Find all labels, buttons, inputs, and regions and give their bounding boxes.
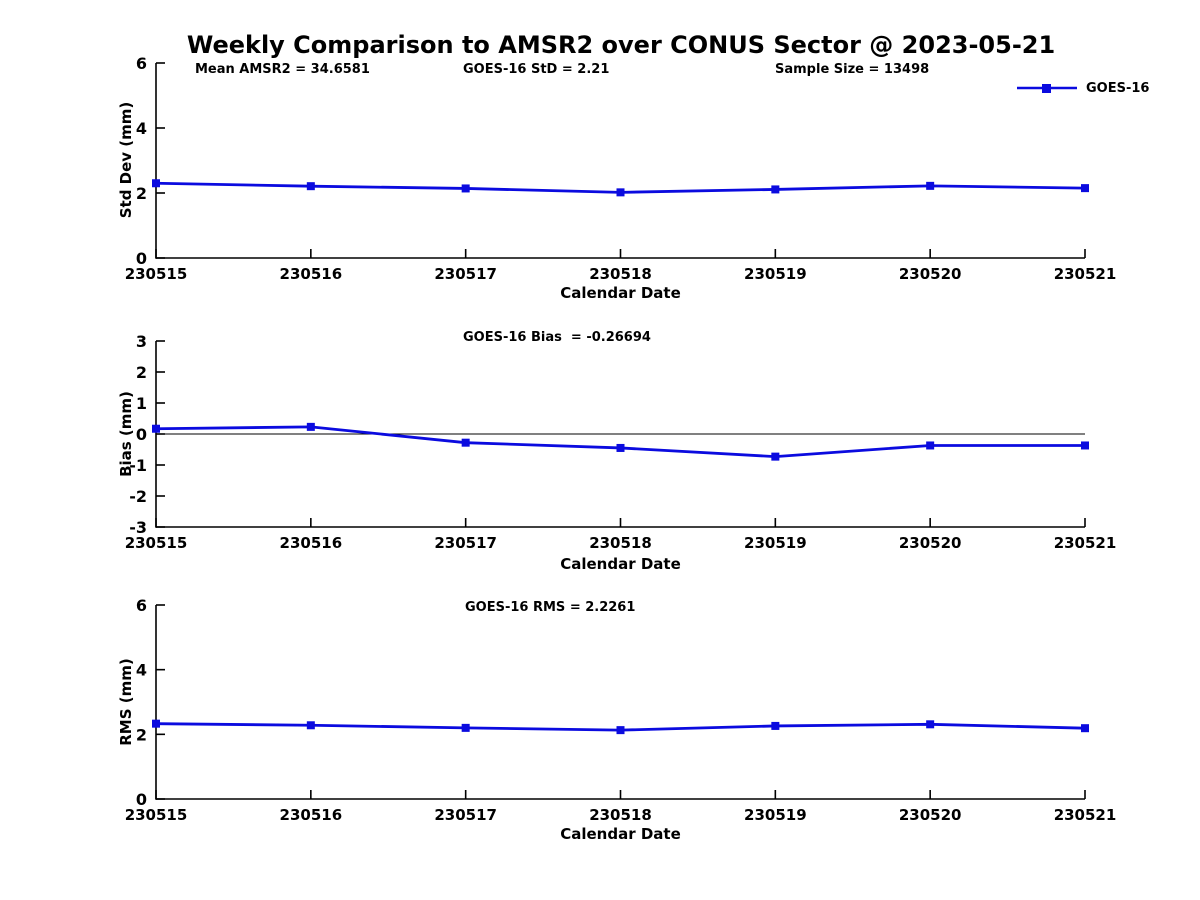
data-marker (926, 720, 935, 729)
data-marker (926, 181, 935, 190)
y-tick-label: 2 (136, 363, 147, 382)
y-tick-label: 4 (136, 661, 147, 680)
y-tick-label: -2 (129, 487, 147, 506)
data-marker (616, 443, 625, 452)
legend-label: GOES-16 (1086, 80, 1150, 96)
legend-line-marker-icon (1017, 84, 1077, 93)
x-tick-label: 230515 (125, 265, 188, 283)
y-tick-label: 0 (136, 790, 147, 809)
ylabel-bias: Bias (mm) (117, 391, 135, 477)
data-marker (616, 188, 625, 197)
xlabel-calendar-date-2: Calendar Date (560, 555, 681, 573)
y-tick-label: 2 (136, 725, 147, 744)
y-tick-label: 2 (136, 184, 147, 203)
x-tick-label: 230519 (744, 265, 807, 283)
data-marker (152, 179, 160, 188)
annotation-goes16-std: GOES-16 StD = 2.21 (463, 62, 610, 77)
x-tick-label: 230519 (744, 534, 807, 552)
data-marker (461, 723, 470, 732)
data-marker (306, 182, 315, 191)
figure-title: Weekly Comparison to AMSR2 over CONUS Se… (186, 31, 1056, 59)
x-tick-label: 230518 (589, 806, 652, 824)
x-tick-label: 230520 (899, 265, 962, 283)
x-tick-label: 230520 (899, 806, 962, 824)
data-marker (461, 438, 470, 447)
x-tick-label: 230518 (589, 534, 652, 552)
data-marker (926, 441, 935, 450)
y-tick-label: 6 (136, 596, 147, 615)
xlabel-calendar-date-3: Calendar Date (560, 825, 681, 843)
x-tick-label: 230515 (125, 534, 188, 552)
legend: GOES-16 (1016, 79, 1149, 97)
xlabel-calendar-date-1: Calendar Date (560, 284, 681, 302)
y-tick-label: 6 (136, 54, 147, 73)
data-marker (152, 424, 160, 433)
data-marker (306, 721, 315, 730)
annotation-goes16-bias: GOES-16 Bias = -0.26694 (463, 330, 651, 345)
data-marker (306, 422, 315, 431)
data-marker (461, 184, 470, 193)
x-tick-label: 230515 (125, 806, 188, 824)
x-tick-label: 230520 (899, 534, 962, 552)
x-tick-label: 230516 (280, 534, 343, 552)
data-marker (1081, 441, 1089, 450)
data-marker (1081, 184, 1089, 193)
y-tick-label: 0 (136, 249, 147, 268)
y-tick-label: -1 (129, 456, 147, 475)
data-marker (771, 452, 780, 461)
data-marker (1081, 724, 1089, 733)
x-tick-label: 230517 (434, 265, 497, 283)
annotation-mean-amsr2: Mean AMSR2 = 34.6581 (195, 62, 370, 77)
ylabel-std-dev: Std Dev (mm) (117, 101, 135, 219)
data-marker (771, 185, 780, 194)
y-tick-label: -3 (129, 518, 147, 537)
x-tick-label: 230521 (1054, 534, 1117, 552)
ylabel-rms: RMS (mm) (117, 658, 135, 746)
y-tick-label: 4 (136, 119, 147, 138)
x-tick-label: 230516 (280, 265, 343, 283)
data-marker (771, 721, 780, 730)
annotation-sample-size: Sample Size = 13498 (775, 62, 930, 77)
x-tick-label: 230517 (434, 534, 497, 552)
y-tick-label: 0 (136, 425, 147, 444)
x-tick-label: 230516 (280, 806, 343, 824)
data-marker (152, 719, 160, 728)
x-tick-label: 230517 (434, 806, 497, 824)
annotation-goes16-rms: GOES-16 RMS = 2.2261 (465, 600, 636, 615)
y-tick-label: 3 (136, 332, 147, 351)
series-line-goes-16-plot2 (155, 425, 1085, 459)
y-tick-label: 1 (136, 394, 147, 413)
x-tick-label: 230521 (1054, 265, 1117, 283)
data-marker (616, 726, 625, 735)
x-tick-label: 230518 (589, 265, 652, 283)
x-tick-label: 230521 (1054, 806, 1117, 824)
x-tick-label: 230519 (744, 806, 807, 824)
